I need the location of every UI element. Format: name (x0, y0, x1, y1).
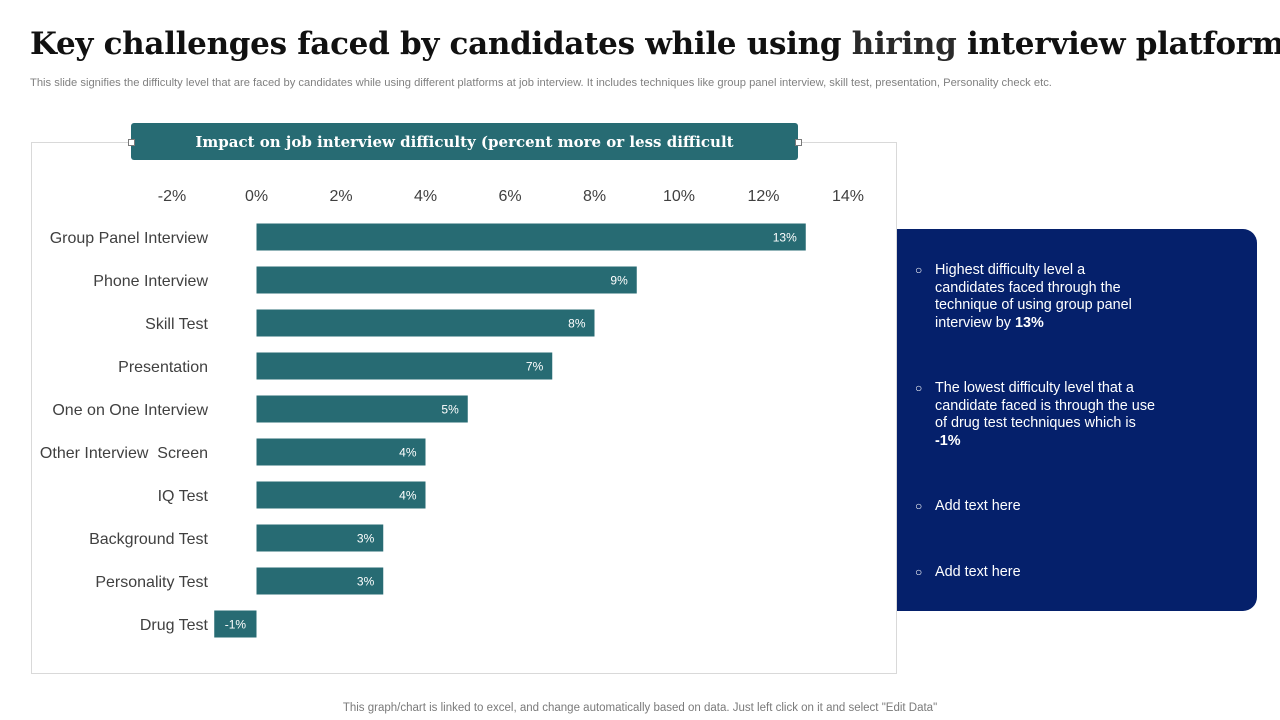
bar[interactable] (214, 610, 257, 638)
x-tick-label: 8% (583, 188, 606, 205)
bar-data-label: 8% (568, 317, 586, 331)
x-tick-label: 6% (498, 188, 521, 205)
bar-data-label: 3% (357, 575, 375, 589)
insight-item-lowest: ○ The lowest difficulty level that a can… (915, 380, 1155, 450)
insight-item-placeholder-1: ○ Add text here (915, 498, 1155, 516)
bar[interactable] (256, 481, 426, 509)
x-tick-label: 10% (663, 188, 695, 205)
insight-text: Highest difficulty level a candidates fa… (935, 262, 1132, 331)
page-subtitle: This slide signifies the difficulty leve… (30, 77, 1052, 89)
category-label: Other Interview Screen (40, 445, 208, 462)
category-label: One on One Interview (52, 402, 208, 419)
footer-note: This graph/chart is linked to excel, and… (342, 702, 938, 714)
category-label: IQ Test (158, 488, 209, 505)
chart-title: Impact on job interview difficulty (perc… (131, 123, 798, 160)
bar[interactable] (256, 438, 426, 466)
resize-handle-left[interactable] (128, 139, 135, 146)
bar[interactable] (256, 309, 595, 337)
category-label: Presentation (118, 359, 208, 376)
bar-data-label: 7% (526, 360, 544, 374)
insight-text: The lowest difficulty level that a candi… (935, 380, 1156, 431)
x-tick-label: 0% (245, 188, 268, 205)
category-label: Phone Interview (93, 273, 208, 290)
circle-bullet-icon: ○ (915, 381, 923, 395)
insight-item-placeholder-2: ○ Add text here (915, 564, 1155, 582)
category-label: Skill Test (145, 316, 208, 333)
insight-value: 13% (1014, 314, 1044, 331)
bar-data-label: 4% (399, 489, 417, 503)
bar[interactable] (256, 395, 468, 423)
x-tick-label: 12% (747, 188, 779, 205)
insight-text: Add text here (935, 498, 1021, 514)
bar-data-label: 5% (441, 403, 459, 417)
bar-data-label: 3% (357, 532, 375, 546)
page-title: Key challenges faced by candidates while… (30, 26, 1280, 62)
bar[interactable] (256, 524, 384, 552)
bar[interactable] (256, 567, 384, 595)
x-tick-label: 2% (329, 188, 352, 205)
insight-value: -1% (935, 432, 961, 449)
insight-text: Add text here (935, 564, 1021, 580)
bar-data-label: 9% (610, 274, 628, 288)
title-part-2: interview platforms (956, 26, 1280, 62)
insight-item-highest: ○ Highest difficulty level a candidates … (915, 262, 1155, 332)
category-label: Background Test (89, 531, 208, 548)
x-tick-label: -2% (158, 188, 186, 205)
category-label: Personality Test (95, 574, 208, 591)
x-tick-label: 4% (414, 188, 437, 205)
bar[interactable] (256, 352, 553, 380)
circle-bullet-icon: ○ (915, 565, 923, 579)
bar-data-label: 13% (773, 231, 797, 245)
circle-bullet-icon: ○ (915, 263, 923, 277)
circle-bullet-icon: ○ (915, 499, 923, 513)
bar[interactable] (256, 223, 806, 251)
resize-handle-right[interactable] (795, 139, 802, 146)
bar[interactable] (256, 266, 637, 294)
x-tick-label: 14% (832, 188, 864, 205)
category-label: Group Panel Interview (50, 230, 209, 247)
bar-data-label: 4% (399, 446, 417, 460)
title-accent: hiring (851, 26, 957, 62)
bar-data-label: -1% (225, 618, 247, 632)
category-label: Drug Test (140, 617, 209, 634)
insights-panel: ○ Highest difficulty level a candidates … (897, 229, 1257, 611)
title-part-1: Key challenges faced by candidates while… (30, 26, 852, 62)
